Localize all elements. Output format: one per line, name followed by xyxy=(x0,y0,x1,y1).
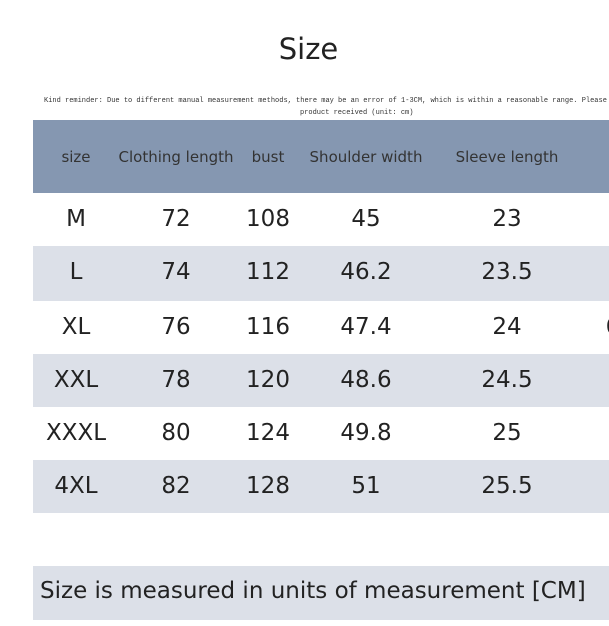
reminder-line: Kind reminder: Due to different manual m… xyxy=(44,97,609,105)
footer: Size is measured in units of measurement… xyxy=(33,566,609,620)
cell: 49.8 xyxy=(340,420,392,446)
cell: L xyxy=(69,259,83,285)
cell: 48.6 xyxy=(340,367,392,393)
cell: Clothing length xyxy=(118,148,234,166)
cell: 45 xyxy=(351,206,381,232)
cell: 4XL xyxy=(54,473,98,499)
cell: 51 xyxy=(351,473,381,499)
cell: Sleeve length xyxy=(455,148,559,166)
cell: 24 xyxy=(492,314,522,340)
table-row: L 74 112 46.2 23.5 xyxy=(33,246,609,301)
footer-text: Size is measured in units of measurement… xyxy=(40,578,586,604)
table-row: XL 76 116 47.4 24 6 xyxy=(33,301,609,354)
cell: bust xyxy=(251,148,285,166)
cell: 47.4 xyxy=(340,314,392,340)
cell: 120 xyxy=(246,367,290,393)
cell: 24.5 xyxy=(481,367,533,393)
cell: 23.5 xyxy=(481,259,533,285)
cell: XXL xyxy=(53,367,99,393)
cell: 116 xyxy=(246,314,290,340)
table-row: M 72 108 45 23 xyxy=(33,193,609,246)
cell: 82 xyxy=(161,473,191,499)
cell: 128 xyxy=(246,473,290,499)
cell: 72 xyxy=(161,206,191,232)
cell: 25 xyxy=(492,420,522,446)
table-row: XXXL 80 124 49.8 25 xyxy=(33,407,609,460)
header-row: size Clothing length bust Shoulder width Sle… xyxy=(33,120,609,193)
cell: 112 xyxy=(246,259,290,285)
cell: 78 xyxy=(161,367,191,393)
reminder-line: product received (unit: cm) xyxy=(300,109,414,117)
table-row: 4XL 82 128 51 25.5 xyxy=(33,460,609,513)
cell: 25.5 xyxy=(481,473,533,499)
cell: Shoulder width xyxy=(309,148,423,166)
cell: XXXL xyxy=(45,420,107,446)
cell: 46.2 xyxy=(340,259,392,285)
size-table: size Clothing length bust Shoulder width Sle… xyxy=(33,120,609,513)
cell: 108 xyxy=(246,206,290,232)
cell: 23 xyxy=(492,206,522,232)
cell: 124 xyxy=(246,420,290,446)
cell: 80 xyxy=(161,420,191,446)
title: Size xyxy=(278,32,339,66)
cell: XL xyxy=(61,314,91,340)
cell: size xyxy=(61,148,91,166)
cell: M xyxy=(66,206,86,232)
cell: 76 xyxy=(161,314,191,340)
cell: 74 xyxy=(161,259,191,285)
cell: 6 xyxy=(606,314,609,340)
table-row: XXL 78 120 48.6 24.5 xyxy=(33,354,609,407)
